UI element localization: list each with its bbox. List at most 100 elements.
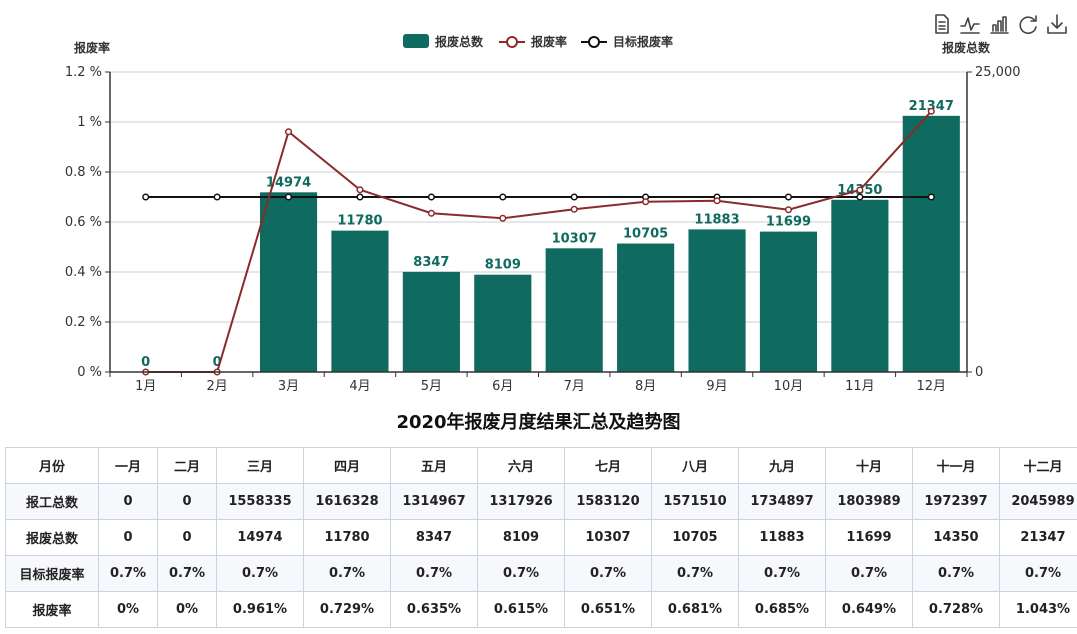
table-cell: 0.615% — [477, 591, 565, 628]
bar-chart-icon[interactable] — [990, 16, 1009, 34]
row-header-cell: 目标报废率 — [5, 555, 99, 592]
table-cell: 七月 — [564, 447, 652, 484]
left-tick-label: 0.8 % — [65, 165, 102, 180]
table-cell: 11883 — [738, 519, 826, 556]
table-cell: 0.649% — [825, 591, 913, 628]
table-cell: 八月 — [651, 447, 739, 484]
table-cell: 1314967 — [390, 483, 478, 520]
x-tick-label: 1月 — [135, 379, 156, 394]
bar-data-label: 8109 — [485, 258, 521, 273]
legend-swatch-point[interactable] — [588, 36, 600, 48]
table-cell: 0.961% — [216, 591, 304, 628]
scrap-rate-point — [927, 107, 935, 115]
scrap-rate-point — [499, 214, 507, 222]
x-tick-label: 9月 — [706, 379, 727, 394]
legend-label[interactable]: 报废率 — [531, 34, 567, 49]
table-cell: 九月 — [738, 447, 826, 484]
table-cell: 五月 — [390, 447, 478, 484]
table-cell: 2045989 — [999, 483, 1077, 520]
bar-data-label: 0 — [213, 355, 222, 370]
row-header-cell: 报废率 — [5, 591, 99, 628]
chart-title: 2020年报废月度结果汇总及趋势图 — [396, 412, 681, 433]
restore-icon[interactable] — [1019, 15, 1037, 34]
target-rate-point — [570, 193, 578, 201]
table-cell: 0 — [157, 519, 217, 556]
bar-data-label: 10307 — [552, 231, 597, 246]
table-row: 报废率 0% 0% 0.961% 0.729% 0.635% 0.615% 0.651% 0.6… — [5, 591, 1077, 628]
icon-shape — [935, 14, 949, 34]
table-cell: 四月 — [303, 447, 391, 484]
table-cell: 0 — [157, 483, 217, 520]
legend-label[interactable]: 目标报废率 — [613, 34, 673, 49]
legend-swatch-point[interactable] — [506, 36, 518, 48]
left-tick-label: 0.2 % — [65, 315, 102, 330]
target-rate-point — [284, 193, 293, 201]
scrap-rate-point — [642, 198, 650, 206]
data-view-icon[interactable] — [935, 14, 949, 34]
table-cell: 0.651% — [564, 591, 652, 628]
x-tick-label: 11月 — [845, 379, 875, 394]
bar — [331, 230, 389, 372]
table-cell: 0.7% — [390, 555, 478, 592]
scrap-rate-point — [284, 128, 293, 136]
left-tick-label: 0.4 % — [65, 265, 102, 280]
bar — [617, 243, 675, 372]
table-cell: 0.7% — [825, 555, 913, 592]
bar — [402, 271, 460, 372]
target-rate-point — [356, 193, 364, 201]
left-tick-label: 1 % — [77, 115, 102, 130]
table-cell: 十月 — [825, 447, 913, 484]
toolbox[interactable] — [935, 14, 1067, 34]
table-cell: 0.7% — [651, 555, 739, 592]
bar — [831, 199, 889, 372]
scrap-rate-point — [427, 209, 435, 217]
x-tick-label: 6月 — [492, 379, 513, 394]
scrap-rate-point — [784, 206, 793, 214]
row-header-cell: 月份 — [5, 447, 99, 484]
row-header-cell: 报工总数 — [5, 483, 99, 520]
table-cell: 0.7% — [157, 555, 217, 592]
target-rate-point — [927, 193, 935, 201]
table-cell: 1734897 — [738, 483, 826, 520]
table-row: 报工总数 0 0 1558335 1616328 1314967 1317926 158312… — [5, 483, 1077, 520]
icon-shape — [960, 17, 980, 34]
table-cell: 0.7% — [303, 555, 391, 592]
bar-data-label: 10705 — [623, 227, 668, 242]
table-cell: 0.681% — [651, 591, 739, 628]
target-rate-point — [213, 193, 221, 201]
table-cell: 1317926 — [477, 483, 565, 520]
target-rate-point — [499, 193, 507, 201]
legend-swatch-bar[interactable] — [403, 34, 429, 48]
legend-label[interactable]: 报废总数 — [435, 34, 484, 49]
x-tick-label: 4月 — [349, 379, 370, 394]
table-cell: 21347 — [999, 519, 1077, 556]
bar-data-label: 14974 — [266, 175, 311, 190]
target-rate-point — [142, 193, 150, 201]
bar-data-label: 11883 — [694, 212, 739, 227]
download-icon[interactable] — [1047, 14, 1067, 34]
summary-table: 月份 一月 二月 三月 四月 五月 六月 七月 八月 九月 十月 十一月 十二月 报工总数 0 0 155833… — [5, 447, 1077, 628]
right-tick-label: 0 — [975, 365, 983, 380]
bar-data-label: 21347 — [909, 99, 954, 114]
scrap-rate-point — [713, 197, 721, 205]
line-chart-icon[interactable] — [960, 17, 980, 34]
table-cell: 10705 — [651, 519, 739, 556]
table-cell: 0.7% — [477, 555, 565, 592]
table-cell: 0.7% — [912, 555, 1000, 592]
left-tick-label: 0 % — [77, 365, 102, 380]
table-cell: 三月 — [216, 447, 304, 484]
table-cell: 0 — [98, 483, 158, 520]
table-cell: 0.7% — [999, 555, 1077, 592]
grid-lines — [110, 71, 967, 373]
legend[interactable]: 报废总数 报废率 目标报废率 — [403, 34, 673, 49]
table-row: 报废总数 0 0 14974 11780 8347 8109 10307 10705 11883 1… — [5, 519, 1077, 556]
icon-shape — [990, 16, 1009, 34]
combo-chart: 0 0 14974 11780 8347 8109 10307 10705 11883 11699… — [65, 14, 1067, 394]
table-cell: 14974 — [216, 519, 304, 556]
scrap-rate-point — [356, 186, 364, 194]
table-cell: 十二月 — [999, 447, 1077, 484]
bar-data-label: 11780 — [337, 214, 382, 229]
table-cell: 1803989 — [825, 483, 913, 520]
table-cell: 0.685% — [738, 591, 826, 628]
x-tick-label: 5月 — [421, 379, 442, 394]
